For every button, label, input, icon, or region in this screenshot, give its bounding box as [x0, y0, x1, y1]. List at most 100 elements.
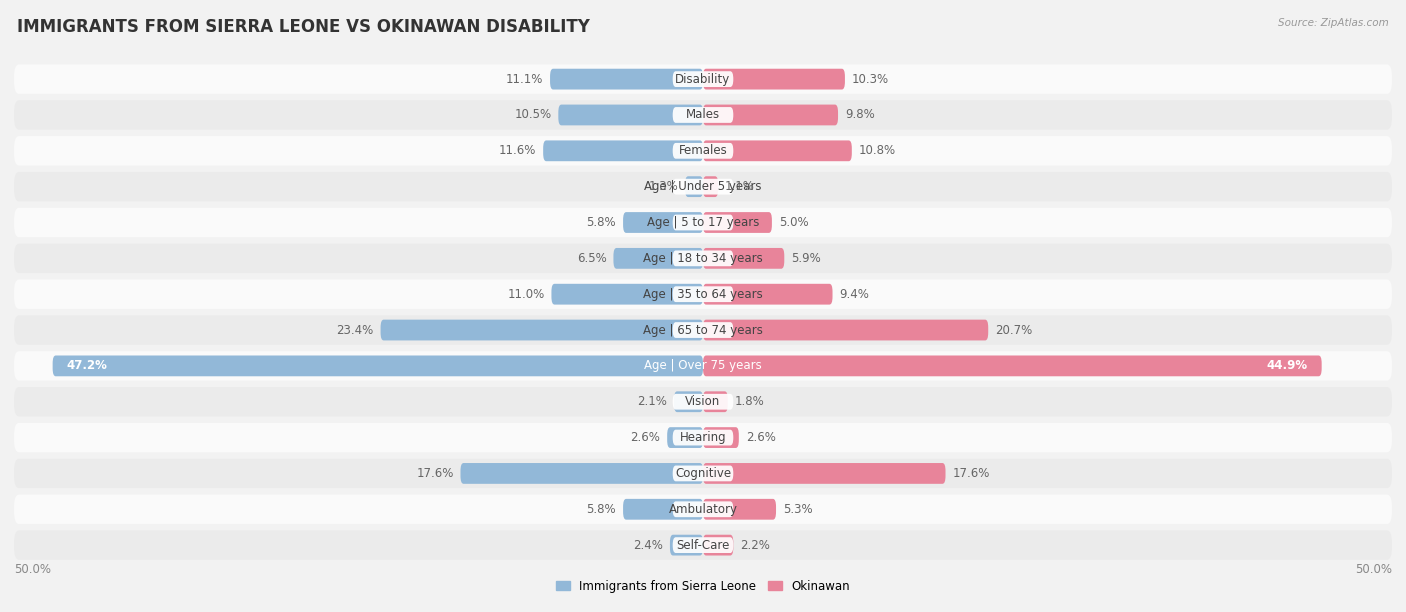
Text: 1.1%: 1.1%: [725, 180, 755, 193]
FancyBboxPatch shape: [669, 535, 703, 556]
FancyBboxPatch shape: [14, 494, 1392, 524]
Text: 50.0%: 50.0%: [14, 563, 51, 576]
Text: 1.3%: 1.3%: [648, 180, 678, 193]
FancyBboxPatch shape: [703, 499, 776, 520]
FancyBboxPatch shape: [703, 319, 988, 340]
Text: 2.2%: 2.2%: [740, 539, 770, 551]
FancyBboxPatch shape: [703, 391, 728, 412]
Text: 44.9%: 44.9%: [1267, 359, 1308, 372]
FancyBboxPatch shape: [673, 391, 703, 412]
Text: 11.0%: 11.0%: [508, 288, 544, 300]
Text: 17.6%: 17.6%: [952, 467, 990, 480]
FancyBboxPatch shape: [703, 535, 734, 556]
Text: Source: ZipAtlas.com: Source: ZipAtlas.com: [1278, 18, 1389, 28]
FancyBboxPatch shape: [685, 176, 703, 197]
FancyBboxPatch shape: [672, 286, 734, 302]
Text: 2.1%: 2.1%: [637, 395, 668, 408]
FancyBboxPatch shape: [668, 427, 703, 448]
Text: 2.6%: 2.6%: [630, 431, 661, 444]
FancyBboxPatch shape: [14, 208, 1392, 237]
FancyBboxPatch shape: [14, 351, 1392, 381]
Text: 5.0%: 5.0%: [779, 216, 808, 229]
FancyBboxPatch shape: [672, 322, 734, 338]
FancyBboxPatch shape: [558, 105, 703, 125]
Text: Disability: Disability: [675, 73, 731, 86]
Text: Self-Care: Self-Care: [676, 539, 730, 551]
Text: 10.8%: 10.8%: [859, 144, 896, 157]
FancyBboxPatch shape: [672, 107, 734, 123]
FancyBboxPatch shape: [703, 140, 852, 161]
Text: 5.9%: 5.9%: [792, 252, 821, 265]
Text: 2.6%: 2.6%: [745, 431, 776, 444]
FancyBboxPatch shape: [551, 284, 703, 305]
Text: Age | 35 to 64 years: Age | 35 to 64 years: [643, 288, 763, 300]
Text: 11.6%: 11.6%: [499, 144, 536, 157]
Text: 10.5%: 10.5%: [515, 108, 551, 121]
Text: 6.5%: 6.5%: [576, 252, 606, 265]
Text: 9.8%: 9.8%: [845, 108, 875, 121]
FancyBboxPatch shape: [14, 64, 1392, 94]
FancyBboxPatch shape: [672, 466, 734, 481]
Text: 1.8%: 1.8%: [735, 395, 765, 408]
FancyBboxPatch shape: [672, 71, 734, 87]
FancyBboxPatch shape: [672, 430, 734, 446]
FancyBboxPatch shape: [14, 387, 1392, 416]
FancyBboxPatch shape: [703, 356, 1322, 376]
FancyBboxPatch shape: [672, 250, 734, 266]
FancyBboxPatch shape: [703, 176, 718, 197]
FancyBboxPatch shape: [14, 423, 1392, 452]
FancyBboxPatch shape: [14, 100, 1392, 130]
Text: Age | 18 to 34 years: Age | 18 to 34 years: [643, 252, 763, 265]
FancyBboxPatch shape: [14, 459, 1392, 488]
Text: Age | 5 to 17 years: Age | 5 to 17 years: [647, 216, 759, 229]
Text: 23.4%: 23.4%: [336, 324, 374, 337]
FancyBboxPatch shape: [14, 244, 1392, 273]
Text: 5.8%: 5.8%: [586, 503, 616, 516]
Text: Males: Males: [686, 108, 720, 121]
FancyBboxPatch shape: [703, 69, 845, 89]
FancyBboxPatch shape: [623, 499, 703, 520]
Text: Age | Over 75 years: Age | Over 75 years: [644, 359, 762, 372]
Text: Hearing: Hearing: [679, 431, 727, 444]
FancyBboxPatch shape: [623, 212, 703, 233]
FancyBboxPatch shape: [672, 215, 734, 230]
FancyBboxPatch shape: [543, 140, 703, 161]
Text: 11.1%: 11.1%: [506, 73, 543, 86]
FancyBboxPatch shape: [550, 69, 703, 89]
FancyBboxPatch shape: [703, 248, 785, 269]
FancyBboxPatch shape: [613, 248, 703, 269]
FancyBboxPatch shape: [14, 280, 1392, 309]
FancyBboxPatch shape: [703, 212, 772, 233]
FancyBboxPatch shape: [14, 531, 1392, 560]
Text: 5.3%: 5.3%: [783, 503, 813, 516]
Text: Vision: Vision: [685, 395, 721, 408]
FancyBboxPatch shape: [14, 315, 1392, 345]
Text: Females: Females: [679, 144, 727, 157]
FancyBboxPatch shape: [52, 356, 703, 376]
Text: 17.6%: 17.6%: [416, 467, 454, 480]
FancyBboxPatch shape: [14, 136, 1392, 165]
FancyBboxPatch shape: [703, 427, 738, 448]
FancyBboxPatch shape: [672, 394, 734, 409]
Text: 2.4%: 2.4%: [633, 539, 664, 551]
Text: Ambulatory: Ambulatory: [668, 503, 738, 516]
FancyBboxPatch shape: [703, 105, 838, 125]
Text: Age | 65 to 74 years: Age | 65 to 74 years: [643, 324, 763, 337]
Legend: Immigrants from Sierra Leone, Okinawan: Immigrants from Sierra Leone, Okinawan: [551, 575, 855, 597]
Text: 9.4%: 9.4%: [839, 288, 869, 300]
Text: 5.8%: 5.8%: [586, 216, 616, 229]
Text: Cognitive: Cognitive: [675, 467, 731, 480]
FancyBboxPatch shape: [14, 172, 1392, 201]
Text: 10.3%: 10.3%: [852, 73, 889, 86]
FancyBboxPatch shape: [381, 319, 703, 340]
FancyBboxPatch shape: [672, 179, 734, 195]
FancyBboxPatch shape: [672, 501, 734, 517]
Text: 20.7%: 20.7%: [995, 324, 1032, 337]
FancyBboxPatch shape: [672, 143, 734, 159]
FancyBboxPatch shape: [461, 463, 703, 484]
FancyBboxPatch shape: [672, 537, 734, 553]
Text: 47.2%: 47.2%: [66, 359, 107, 372]
FancyBboxPatch shape: [703, 463, 945, 484]
Text: IMMIGRANTS FROM SIERRA LEONE VS OKINAWAN DISABILITY: IMMIGRANTS FROM SIERRA LEONE VS OKINAWAN…: [17, 18, 589, 36]
FancyBboxPatch shape: [703, 284, 832, 305]
